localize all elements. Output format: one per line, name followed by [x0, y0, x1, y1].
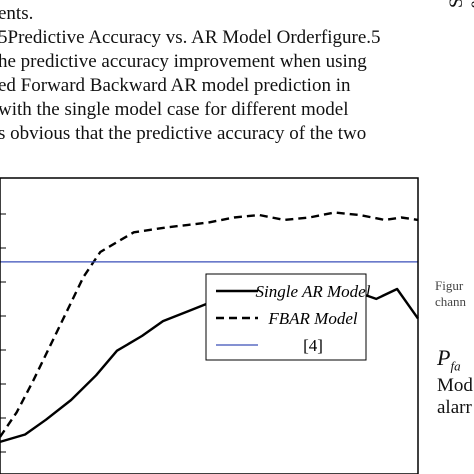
- right-text-line-2: alarr: [437, 397, 472, 418]
- right-math-symbol: Pfa: [437, 345, 461, 374]
- body-line-6: s obvious that the predictive accuracy o…: [0, 123, 367, 144]
- right-caption-line-2: chann: [435, 294, 467, 309]
- body-line-1: ents.: [0, 3, 34, 24]
- body-line-4: ed Forward Backward AR model prediction …: [0, 75, 351, 96]
- legend: Single AR Model FBAR Model [4]: [205, 273, 371, 361]
- legend-label-1: FBAR Model: [267, 309, 357, 328]
- body-line-5: with the single model case for different…: [0, 99, 349, 120]
- right-caption-line-1: Figur: [435, 278, 464, 293]
- body-line-2-figure-caption: 5Predictive Accuracy vs. AR Model Orderf…: [0, 27, 381, 48]
- legend-label-2: [4]: [303, 336, 323, 355]
- body-line-3: he predictive accuracy improvement when …: [0, 51, 367, 72]
- plot-frame: [0, 177, 419, 474]
- math-subscript: fa: [450, 358, 461, 374]
- axis-ticks: [0, 213, 6, 453]
- series-line-1: [0, 211, 419, 438]
- math-p: P: [437, 345, 451, 370]
- right-text-line-1: Mod: [437, 375, 473, 396]
- legend-label-0: Single AR Model: [256, 282, 371, 301]
